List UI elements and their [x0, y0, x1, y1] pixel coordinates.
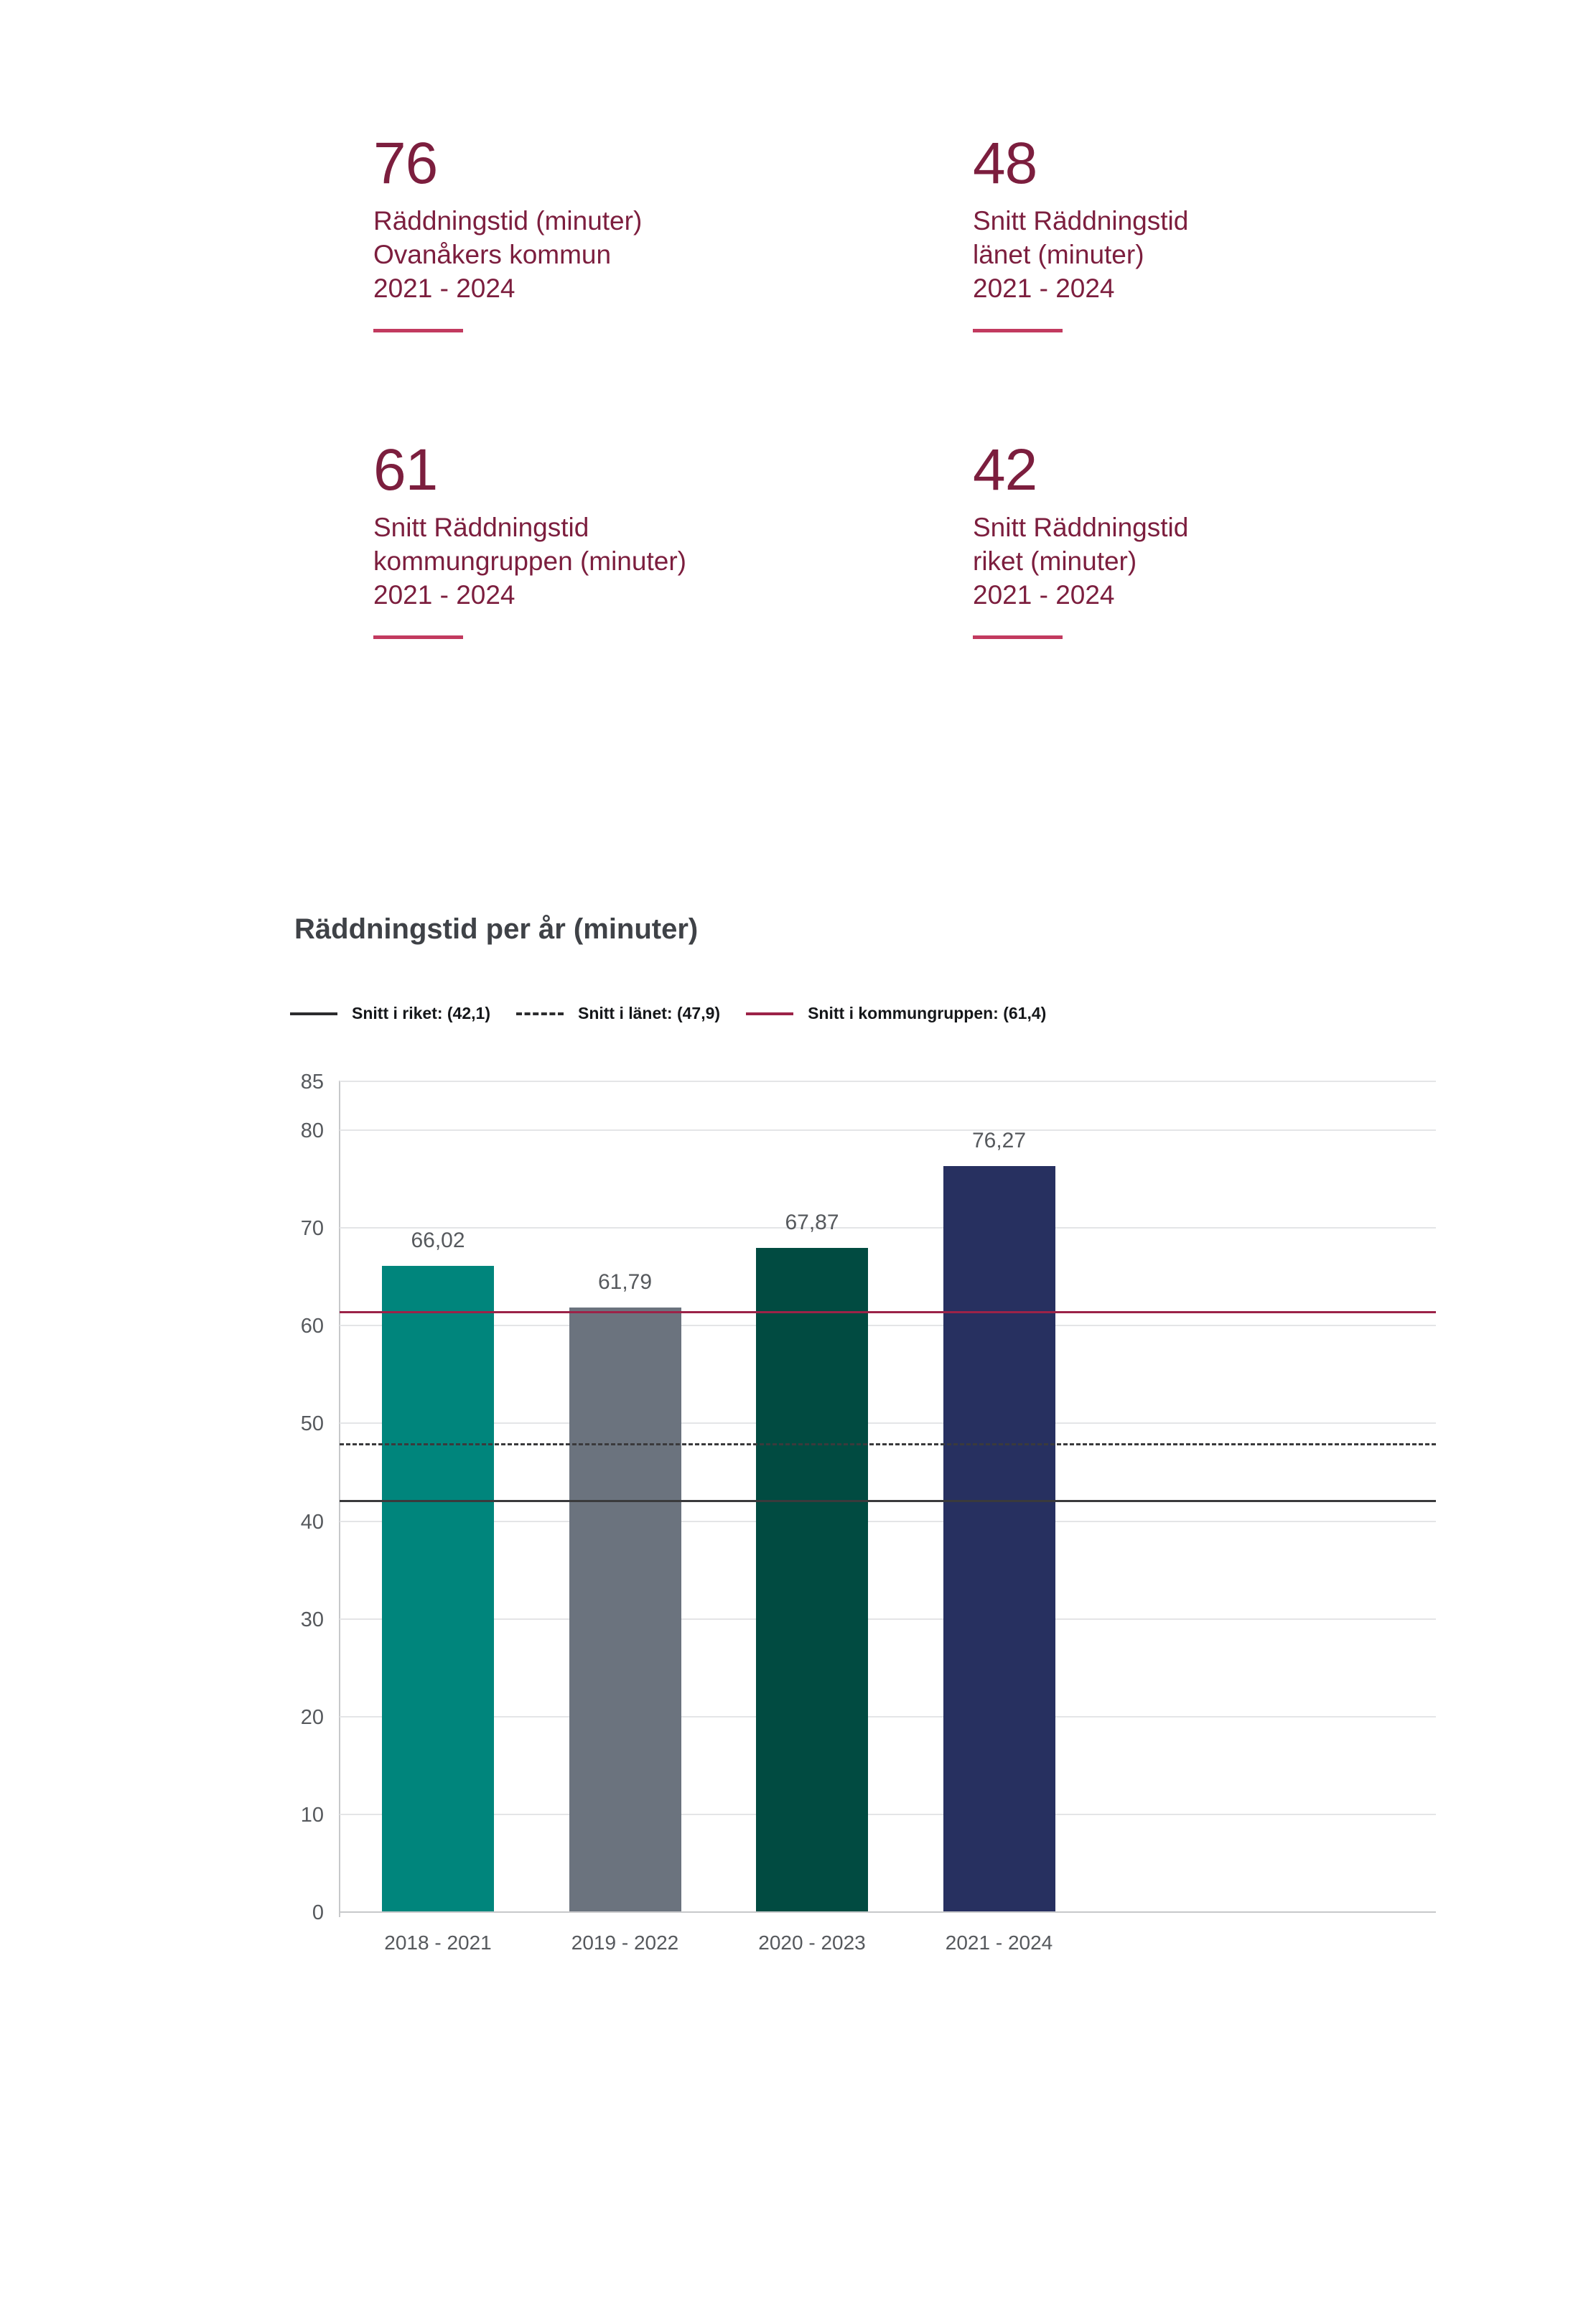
stat-label-line: Snitt Räddningstid	[973, 513, 1189, 543]
legend-label: Snitt i kommungruppen: (61,4)	[808, 1004, 1047, 1022]
stat-label-line: 2021 - 2024	[373, 580, 515, 610]
y-axis-tick-label: 10	[300, 1803, 324, 1827]
stat-value: 48	[973, 131, 1037, 196]
stat-card-riket: 42 Snitt Räddningstid riket (minuter) 20…	[973, 437, 1518, 640]
gridline	[340, 1813, 1436, 1815]
gridline	[340, 1422, 1436, 1425]
gridline	[340, 1618, 1436, 1620]
stat-value: 42	[973, 437, 1037, 503]
stat-underline	[373, 635, 463, 640]
bar-value-label: 76,27	[971, 1128, 1027, 1152]
stat-label-line: riket (minuter)	[973, 546, 1137, 577]
bar-2021-2024[interactable]	[943, 1165, 1055, 1911]
dashed-line-icon	[515, 1012, 564, 1015]
stat-label-line: Snitt Räddningstid	[373, 513, 589, 543]
legend-item-lanet[interactable]: Snitt i länet: (47,9)	[515, 1004, 721, 1023]
bar-value-label: 66,02	[411, 1229, 465, 1253]
stat-underline	[973, 635, 1063, 640]
stat-label-line: 2021 - 2024	[973, 274, 1115, 304]
y-axis-tick-label: 60	[300, 1315, 324, 1338]
chart-legend: Snitt i riket: (42,1) Snitt i länet: (47…	[290, 1004, 1046, 1023]
reference-line-61.4	[340, 1311, 1436, 1314]
stat-value: 76	[373, 131, 438, 196]
stat-card-kommungruppen: 61 Snitt Räddningstid kommungruppen (min…	[373, 437, 919, 640]
legend-label: Snitt i riket: (42,1)	[352, 1004, 490, 1022]
stat-label-line: Räddningstid (minuter)	[373, 206, 643, 236]
stat-value: 61	[373, 437, 438, 503]
y-axis-tick-label: 50	[300, 1412, 324, 1436]
x-axis-tick-label: 2019 - 2022	[571, 1931, 679, 1954]
x-axis-tick-label: 2018 - 2021	[384, 1931, 492, 1954]
y-axis-tick-label: 80	[300, 1119, 324, 1143]
y-axis-tick-label: 30	[300, 1608, 324, 1631]
gridline	[340, 1129, 1436, 1132]
gridline	[340, 1715, 1436, 1718]
y-axis-tick-label: 70	[300, 1217, 324, 1241]
y-axis-tick-label: 85	[300, 1071, 324, 1094]
y-axis-tick-label: 20	[300, 1705, 324, 1729]
gridline	[340, 1325, 1436, 1327]
stat-label-line: länet (minuter)	[973, 240, 1144, 270]
legend-item-riket[interactable]: Snitt i riket: (42,1)	[290, 1004, 490, 1023]
bar-2020-2023[interactable]	[756, 1248, 868, 1911]
stat-underline	[973, 329, 1063, 333]
bar-value-label: 67,87	[785, 1211, 839, 1235]
y-axis-tick-label: 40	[300, 1510, 324, 1534]
stat-label-line: 2021 - 2024	[973, 580, 1115, 610]
x-axis-tick-label: 2021 - 2024	[945, 1931, 1053, 1954]
bar-2018-2021[interactable]	[382, 1266, 494, 1911]
reference-line-42.1	[340, 1499, 1436, 1502]
stat-underline	[373, 329, 463, 333]
solid-red-line-icon	[746, 1012, 794, 1015]
gridline	[340, 1520, 1436, 1522]
stat-label-line: 2021 - 2024	[373, 274, 515, 304]
legend-label: Snitt i länet: (47,9)	[577, 1004, 721, 1022]
bar-value-label: 61,79	[597, 1269, 653, 1294]
y-axis-line	[339, 1081, 340, 1917]
gridline	[340, 1911, 1436, 1913]
gridline	[340, 1081, 1436, 1082]
legend-item-kommungruppen[interactable]: Snitt i kommungruppen: (61,4)	[746, 1004, 1046, 1023]
reference-line-47.9	[340, 1443, 1436, 1445]
stat-card-kommun: 76 Räddningstid (minuter) Ovanåkers komm…	[373, 131, 919, 333]
stat-label-line: Snitt Räddningstid	[973, 206, 1189, 236]
plot-area: 0 10 20 30 40 50 60 70 80 85 66,02 2018 - 2021 61,79…	[301, 1072, 1436, 1954]
bar-2019-2022[interactable]	[569, 1307, 681, 1911]
y-axis-tick-label: 0	[312, 1901, 324, 1924]
stat-label-line: kommungruppen (minuter)	[373, 546, 686, 577]
x-axis-tick-label: 2020 - 2023	[758, 1931, 866, 1954]
chart-title: Räddningstid per år (minuter)	[294, 913, 699, 945]
solid-line-icon	[290, 1012, 337, 1015]
stat-label-line: Ovanåkers kommun	[373, 240, 612, 270]
stat-card-lanet: 48 Snitt Räddningstid länet (minuter) 20…	[973, 131, 1518, 333]
gridline	[340, 1227, 1436, 1229]
